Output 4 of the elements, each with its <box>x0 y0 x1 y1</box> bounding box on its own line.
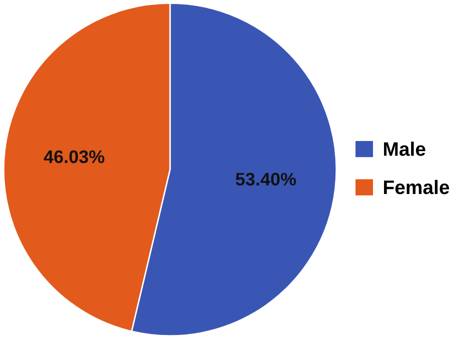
legend-label: Female <box>384 180 450 194</box>
data-label: 46.03% <box>44 150 104 164</box>
legend-label: Male <box>384 142 426 156</box>
data-label: 53.40% <box>236 172 296 186</box>
